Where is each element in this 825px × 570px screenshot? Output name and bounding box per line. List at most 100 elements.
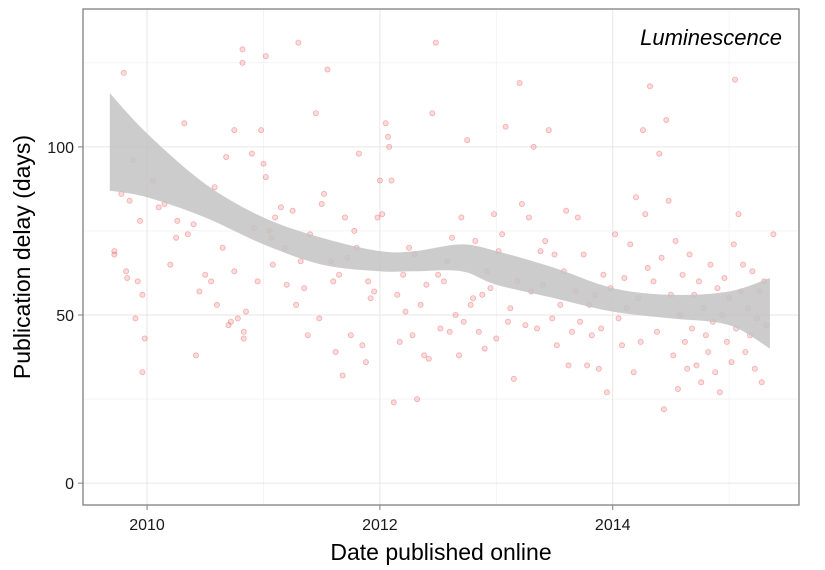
data-point [173, 234, 180, 241]
data-point [467, 301, 474, 308]
data-point [663, 117, 670, 124]
data-point [735, 211, 742, 218]
data-point [289, 207, 296, 214]
data-point [534, 325, 541, 332]
data-point [758, 379, 765, 386]
data-point [196, 288, 203, 295]
data-point [239, 59, 246, 66]
data-point [684, 365, 691, 372]
data-point [595, 365, 602, 372]
data-point [630, 369, 637, 376]
x-axis-ticks: 2010 2012 2014 [129, 505, 631, 534]
data-point [435, 271, 442, 278]
data-point [425, 355, 432, 362]
data-point [396, 338, 403, 345]
data-point [384, 133, 391, 140]
data-point [414, 396, 421, 403]
data-point [688, 325, 695, 332]
data-point [324, 66, 331, 73]
data-point [136, 217, 143, 224]
data-point [475, 328, 482, 335]
data-point [402, 308, 409, 315]
data-point [493, 335, 500, 342]
data-point [330, 278, 337, 285]
data-point [239, 46, 246, 53]
data-point [749, 268, 756, 275]
data-point [516, 80, 523, 87]
data-point [751, 365, 758, 372]
x-tick-label: 2010 [129, 517, 165, 534]
smooth-confidence-band [109, 93, 770, 349]
data-point [464, 137, 471, 144]
data-point [231, 268, 238, 275]
data-point [446, 328, 453, 335]
y-tick-label: 100 [47, 140, 74, 157]
data-point [502, 123, 509, 130]
data-point [260, 160, 267, 167]
data-point [557, 301, 564, 308]
data-point [723, 338, 730, 345]
data-point [504, 318, 511, 325]
data-point [574, 214, 581, 221]
x-tick-label: 2014 [595, 517, 631, 534]
data-point [714, 285, 721, 292]
data-point [479, 291, 486, 298]
data-point [627, 241, 634, 248]
data-point [455, 352, 462, 359]
data-point [551, 251, 558, 258]
data-point [184, 231, 191, 238]
data-point [619, 342, 626, 349]
data-point [355, 150, 362, 157]
data-point [374, 214, 381, 221]
data-point [702, 332, 709, 339]
data-point [553, 342, 560, 349]
data-point [269, 261, 276, 268]
data-point [728, 359, 735, 366]
data-point [362, 359, 369, 366]
data-point [588, 332, 595, 339]
data-point [312, 110, 319, 117]
data-point [359, 342, 366, 349]
data-point [248, 150, 255, 157]
data-point [487, 285, 494, 292]
data-point [522, 322, 529, 329]
data-point [686, 251, 693, 258]
data-point [647, 83, 654, 90]
data-point [155, 204, 162, 211]
data-point [339, 372, 346, 379]
data-point [698, 379, 705, 386]
data-point [650, 278, 657, 285]
data-point [174, 217, 181, 224]
data-point [202, 271, 209, 278]
data-point [510, 375, 517, 382]
data-point [600, 271, 607, 278]
data-point [301, 285, 308, 292]
data-point [740, 261, 747, 268]
data-point [565, 362, 572, 369]
data-point [577, 318, 584, 325]
data-point [295, 39, 302, 46]
y-tick-label: 50 [56, 308, 74, 325]
data-point [537, 248, 544, 255]
data-point [584, 362, 591, 369]
data-point [670, 352, 677, 359]
data-point [277, 204, 284, 211]
data-point [394, 291, 401, 298]
data-point [141, 335, 148, 342]
data-point [499, 231, 506, 238]
y-axis-title: Publication delay (days) [9, 135, 35, 379]
data-point [293, 301, 300, 308]
data-point [405, 244, 412, 251]
data-point [695, 278, 702, 285]
data-point [409, 332, 416, 339]
data-point [460, 318, 467, 325]
data-point [167, 261, 174, 268]
data-point [440, 278, 447, 285]
data-point [283, 281, 290, 288]
data-point [423, 281, 430, 288]
data-point [656, 150, 663, 157]
data-point [123, 268, 130, 275]
data-point [705, 348, 712, 355]
data-point [642, 211, 649, 218]
data-point [621, 274, 628, 281]
